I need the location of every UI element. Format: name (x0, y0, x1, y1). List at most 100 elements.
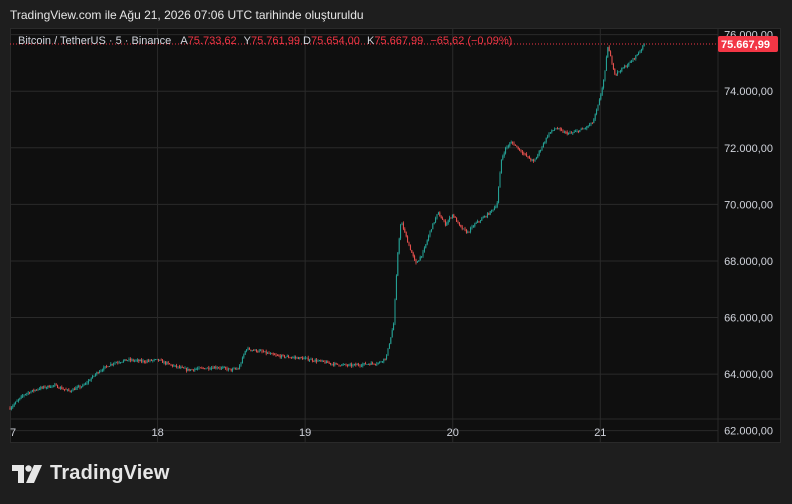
candle-body (160, 359, 162, 361)
candle-body (143, 360, 145, 362)
candle-body (113, 363, 115, 365)
x-tick-label: 21 (594, 427, 606, 439)
candle-body (268, 352, 270, 354)
y-tick-label: 64.000,00 (724, 369, 773, 381)
candle-body (370, 362, 372, 365)
high-label: Y (243, 35, 252, 47)
candle-body (393, 323, 395, 331)
candle-body (436, 214, 438, 218)
candle-body (493, 207, 495, 210)
candle-body (353, 364, 355, 365)
candle-body (64, 389, 66, 390)
candle-body (222, 367, 224, 369)
candle-body (615, 73, 617, 75)
candle-body (302, 357, 304, 360)
candle-body (45, 387, 47, 389)
candle-body (330, 363, 332, 365)
candle-body (80, 386, 82, 388)
candle-body (422, 251, 424, 257)
candle-body (293, 357, 295, 358)
candle-body (170, 364, 172, 366)
candle-body (360, 365, 362, 367)
candle-body (453, 214, 455, 217)
candle-body (373, 363, 375, 365)
y-tick-label: 62.000,00 (724, 426, 773, 438)
low-value: 75.654,00 (310, 35, 360, 47)
candle-body (181, 367, 183, 368)
x-tick-label: 18 (151, 427, 163, 439)
candle-body (103, 367, 105, 371)
candle-body (509, 143, 511, 146)
candle-body (131, 359, 133, 361)
candle-body (423, 247, 425, 252)
candle-body (260, 350, 262, 352)
candle-body (30, 391, 32, 394)
candle-body (534, 159, 536, 161)
candle-body (583, 128, 585, 130)
candle-body (55, 384, 57, 386)
candle-body (90, 378, 92, 381)
candle-body (197, 368, 199, 370)
candle-body (58, 387, 60, 389)
candle-body (279, 355, 281, 358)
candle-body (395, 275, 397, 300)
candle-body (407, 236, 409, 243)
candle-body (323, 360, 325, 362)
candle-body (433, 222, 435, 224)
candle-body (118, 362, 120, 364)
candle-body (79, 386, 81, 388)
candle-body (94, 374, 96, 376)
candle-body (15, 401, 17, 404)
candles (9, 43, 645, 411)
candle-body (611, 56, 613, 64)
candle-body (163, 361, 165, 363)
candle-body (484, 216, 486, 218)
candle-body (597, 104, 599, 110)
candle-body (489, 211, 491, 215)
candle-body (542, 143, 544, 148)
candle-body (447, 220, 449, 223)
candle-body (633, 58, 635, 60)
candle-body (428, 235, 430, 241)
candle-body (570, 132, 572, 134)
candle-body (463, 228, 465, 230)
candle-body (636, 54, 638, 56)
candle-body (198, 367, 200, 369)
candle-body (135, 360, 137, 362)
candle-body (304, 357, 306, 359)
candle-body (114, 362, 116, 364)
candle-body (27, 392, 29, 394)
candle-body (171, 364, 173, 367)
candle-body (576, 130, 578, 132)
candle-body (255, 349, 257, 352)
candle-body (349, 364, 351, 366)
candle-body (556, 128, 558, 130)
candle-body (173, 365, 175, 367)
candle-body (86, 382, 88, 384)
candle-body (372, 362, 374, 364)
candle-body (418, 260, 420, 262)
candle-body (440, 216, 442, 219)
candle-body (101, 370, 103, 371)
candle-body (29, 392, 31, 394)
candle-body (566, 131, 568, 135)
change-value: −65,62 (−0,09%) (430, 35, 513, 47)
candle-body (138, 359, 140, 362)
candle-body (26, 393, 28, 395)
candle-body (184, 368, 186, 369)
tradingview-logo-icon (12, 464, 42, 483)
candle-body (359, 365, 361, 367)
candle-body (317, 360, 319, 362)
candle-body (475, 222, 477, 224)
candle-body (194, 369, 196, 371)
candle-body (488, 213, 490, 215)
candle-body (421, 256, 423, 258)
candle-body (465, 229, 467, 233)
candle-body (356, 364, 358, 366)
candle-body (415, 259, 417, 263)
candle-body (110, 363, 112, 367)
candle-body (496, 202, 498, 207)
candle-body (174, 365, 176, 367)
candle-body (313, 360, 315, 362)
